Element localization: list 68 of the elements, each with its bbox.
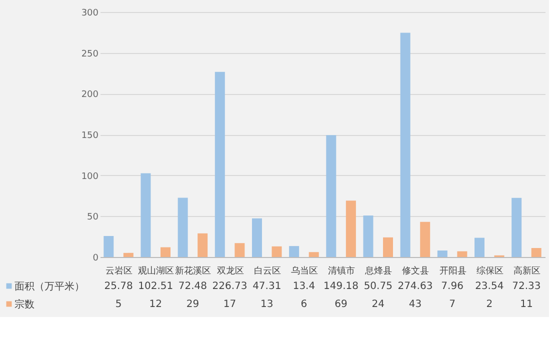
bar [140,173,151,257]
x-tick-label: 乌当区 [290,266,318,276]
bar [326,135,336,257]
y-tick-label: 100 [81,172,99,182]
data-label: 11 [520,299,533,310]
data-label: 7.96 [441,281,464,292]
y-tick-label: 0 [92,254,99,264]
bar [474,238,484,257]
data-label: 12 [149,299,162,310]
bar [420,222,430,257]
data-label: 102.51 [138,281,174,292]
bar [160,247,171,257]
bar [198,233,208,257]
data-label: 17 [223,299,236,310]
data-label: 7 [449,299,456,310]
x-tick-label: 清镇市 [328,266,356,276]
y-tick-label: 200 [81,90,99,100]
data-label: 226.73 [212,281,248,292]
y-tick-label: 300 [81,8,99,18]
x-tick-label: 云岩区 [106,266,133,276]
x-tick-label: 高新区 [513,266,540,276]
x-tick-label: 观山湖区 [138,266,174,276]
legend-label: 宗数 [14,298,34,310]
bar [123,252,134,257]
bar [289,246,300,257]
x-tick-label: 开阳县 [439,266,466,276]
y-tick-label: 50 [87,212,99,223]
data-label: 50.75 [364,281,392,292]
x-tick-label: 双龙区 [216,266,244,276]
bar [383,237,394,257]
bar [346,200,356,257]
x-tick-label: 修文县 [402,266,430,276]
data-label: 25.78 [104,281,133,292]
data-label: 43 [408,299,422,310]
bar [512,198,522,257]
data-label: 23.54 [475,281,504,292]
data-label: 69 [334,299,348,310]
data-label: 274.63 [398,281,433,292]
data-label: 13.4 [292,281,316,292]
bar [400,32,410,257]
bar [308,252,319,257]
bar [437,250,448,257]
bar [531,248,542,257]
bar [104,236,114,257]
data-label: 72.48 [178,281,208,292]
x-tick-label: 息烽县 [364,266,392,276]
data-label: 29 [186,299,200,310]
y-tick-label: 250 [81,49,99,60]
data-label: 149.18 [324,281,359,292]
bar [272,246,282,257]
x-tick-label: 综保区 [476,266,504,276]
bar [457,251,468,257]
data-label: 6 [300,299,308,310]
bar [214,72,225,257]
bar [234,243,245,257]
x-tick-label: 白云区 [254,266,281,276]
data-label: 72.33 [512,281,541,292]
data-label: 5 [115,299,122,310]
x-tick-label: 新花溪区 [175,266,212,276]
data-label: 24 [372,299,384,310]
data-label: 13 [260,299,274,310]
data-label: 2 [486,299,493,310]
legend-label: 面积（万平米） [14,280,84,292]
y-tick-label: 150 [81,131,99,141]
bar [178,198,188,257]
bar [252,218,262,257]
data-label: 47.31 [252,281,282,292]
bar [363,216,374,257]
